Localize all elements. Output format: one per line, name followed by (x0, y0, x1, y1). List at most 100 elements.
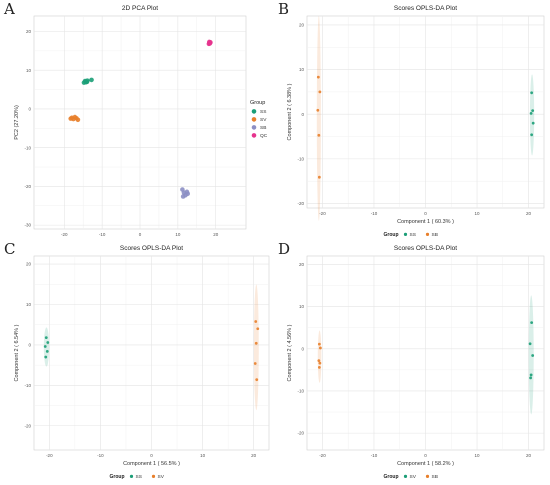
x-tick-label: -20 (319, 211, 326, 216)
y-axis-label: Component 2 ( 4.56% ) (287, 324, 293, 381)
x-tick-label: -10 (371, 211, 378, 216)
legend-label: SB (260, 125, 266, 131)
panel-label: C (4, 240, 16, 258)
legend-swatch (151, 474, 156, 478)
panel-label: A (4, 0, 15, 18)
data-point (83, 79, 89, 85)
data-point (529, 111, 533, 115)
y-tick-label: -10 (24, 383, 31, 388)
legend-swatch (251, 109, 257, 114)
legend-swatch (251, 117, 257, 122)
data-point (317, 133, 321, 137)
data-point (317, 342, 321, 346)
data-point (254, 341, 258, 345)
data-point (68, 116, 74, 121)
y-tick-label: 10 (26, 68, 32, 73)
legend-swatch (129, 474, 134, 478)
legend-title: Group (384, 232, 399, 238)
data-point (530, 133, 534, 137)
x-tick-label: 20 (213, 232, 219, 237)
legend-label: SS (260, 109, 266, 115)
y-tick-label: 10 (299, 67, 305, 72)
chart-title: 2D PCA Plot (122, 5, 158, 12)
y-tick-label: -30 (24, 223, 31, 228)
confidence-ellipse (316, 15, 321, 221)
data-point (316, 75, 320, 79)
x-tick-label: 10 (475, 211, 481, 216)
y-tick-label: 20 (26, 262, 32, 267)
y-tick-label: -10 (24, 145, 31, 150)
data-point (317, 175, 321, 179)
y-tick-label: -20 (24, 423, 31, 428)
x-tick-label: -10 (97, 453, 104, 458)
legend-swatch (251, 125, 257, 130)
x-tick-label: -20 (319, 453, 326, 458)
x-tick-label: 0 (139, 232, 142, 237)
data-point (531, 354, 535, 357)
data-point (318, 346, 322, 350)
y-axis-label: Component 2 ( 6.54% ) (14, 324, 20, 381)
y-tick-label: 10 (299, 304, 305, 309)
panel-b: -20 -10 0 10 20 -20 -10 0 10 20 Scores OPLS-DA Plo… (275, 0, 550, 240)
chart-title: Scores OPLS-DA Plot (120, 245, 183, 252)
panel-label: B (278, 0, 290, 18)
data-point (530, 91, 534, 95)
x-tick-label: -20 (61, 232, 68, 237)
data-point (46, 341, 50, 344)
legend-label: SV (410, 474, 417, 480)
data-point (207, 41, 212, 46)
y-tick-label: -10 (297, 389, 304, 394)
x-axis-label: Component 1 ( 60.3% ) (397, 219, 454, 225)
data-point (528, 342, 532, 346)
data-point (44, 355, 48, 359)
legend-label: SS (410, 232, 416, 238)
data-point (256, 327, 260, 331)
panel-c: -20 -10 0 10 20 -20 -10 0 10 20 Scores OPLS-DA Plo… (0, 240, 275, 480)
data-point (318, 90, 322, 94)
data-point (89, 77, 94, 83)
x-tick-label: -10 (99, 232, 106, 237)
x-tick-label: 0 (424, 453, 427, 458)
confidence-ellipse (529, 74, 535, 156)
y-tick-label: 10 (26, 302, 32, 307)
y-tick-label: -20 (24, 184, 31, 189)
panel-d: -20 -10 0 10 20 -20 -10 0 10 20 Scores OPLS-DA Plo… (275, 240, 550, 480)
y-axis-label: Component 2 ( 6.38% ) (287, 83, 293, 140)
confidence-ellipse (528, 295, 534, 415)
x-tick-label: 0 (150, 453, 153, 458)
legend-label: SV (158, 474, 165, 480)
legend-title: Group (384, 474, 399, 480)
x-tick-label: 10 (175, 232, 181, 237)
opls-da-plot-sv-sb: -20 -10 0 10 20 -20 -10 0 10 20 Scores OPLS-DA Plo… (287, 245, 545, 480)
data-point (317, 359, 321, 362)
data-point (255, 378, 259, 382)
confidence-ellipse (253, 284, 259, 411)
data-point (185, 191, 190, 197)
y-tick-label: 0 (301, 112, 304, 117)
data-point (254, 320, 258, 323)
y-tick-label: 0 (301, 346, 304, 351)
chart-title: Scores OPLS-DA Plot (394, 245, 457, 252)
y-tick-label: 20 (299, 262, 305, 267)
x-tick-label: 20 (526, 453, 532, 458)
data-point (531, 121, 535, 125)
data-point (317, 365, 321, 369)
data-point (529, 376, 533, 380)
x-tick-label: 10 (200, 453, 206, 458)
confidence-ellipse (317, 330, 322, 383)
data-point (43, 345, 47, 348)
data-point (530, 321, 534, 325)
y-tick-label: 0 (28, 343, 31, 348)
legend-swatch (425, 474, 430, 478)
legend-swatch (403, 474, 408, 478)
opls-da-plot-ss-sb: -20 -10 0 10 20 -20 -10 0 10 20 Scores OPLS-DA Plo… (287, 5, 545, 238)
data-point (253, 362, 257, 365)
legend-title: Group (110, 474, 125, 480)
x-axis-label: Component 1 ( 56.5% ) (123, 461, 180, 467)
data-point (529, 373, 533, 377)
data-point (44, 336, 48, 340)
y-axis-label: PC2 (27.20%) (14, 105, 20, 140)
legend-label: SV (260, 117, 267, 123)
x-tick-label: 20 (526, 211, 532, 216)
